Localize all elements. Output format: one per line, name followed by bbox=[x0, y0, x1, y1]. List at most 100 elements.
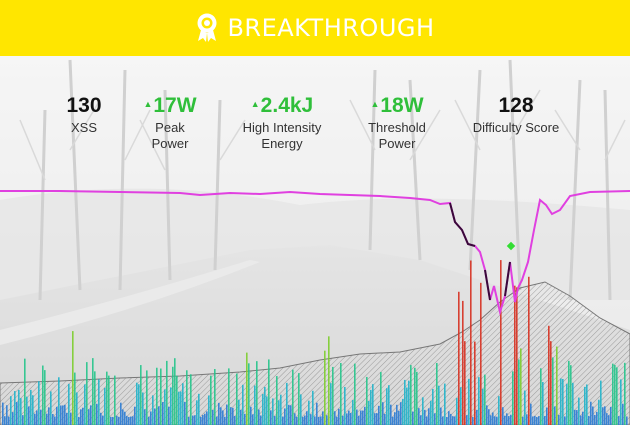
power-bar bbox=[368, 400, 370, 425]
power-bar bbox=[68, 383, 70, 425]
power-bar bbox=[446, 416, 448, 425]
power-bar bbox=[154, 408, 156, 425]
power-bar bbox=[414, 367, 416, 425]
power-bar bbox=[470, 260, 472, 425]
power-bar bbox=[408, 380, 410, 425]
power-bar bbox=[378, 405, 380, 425]
power-bar bbox=[330, 383, 332, 425]
power-bar bbox=[316, 402, 318, 425]
power-bar bbox=[290, 405, 292, 425]
power-bar bbox=[552, 357, 554, 425]
power-bar bbox=[210, 375, 212, 425]
power-bar bbox=[510, 414, 512, 425]
power-bar bbox=[166, 360, 168, 425]
stat-threshold-power-label: Threshold Power bbox=[368, 120, 426, 152]
breakthrough-banner: BREAKTHROUGH bbox=[0, 0, 630, 56]
power-bar bbox=[38, 381, 40, 425]
power-bar bbox=[108, 375, 110, 425]
power-bar bbox=[178, 391, 180, 425]
power-bar bbox=[136, 382, 138, 425]
power-bar bbox=[196, 400, 198, 425]
power-bar bbox=[416, 371, 418, 425]
power-bar bbox=[62, 405, 64, 425]
power-bar bbox=[48, 407, 50, 425]
power-bar bbox=[2, 402, 4, 425]
power-bar bbox=[172, 366, 174, 425]
power-bar bbox=[474, 341, 476, 425]
power-bar bbox=[332, 366, 334, 425]
power-bar bbox=[88, 409, 90, 425]
power-bar bbox=[560, 378, 562, 425]
power-bar bbox=[302, 416, 304, 425]
power-bar bbox=[336, 416, 338, 425]
power-bar bbox=[592, 406, 594, 425]
power-bar bbox=[356, 409, 358, 425]
power-bar bbox=[388, 385, 390, 425]
power-bar bbox=[420, 415, 422, 425]
power-bar bbox=[360, 410, 362, 425]
ribbon-badge-icon bbox=[197, 13, 217, 42]
power-bar bbox=[462, 300, 464, 425]
power-bar bbox=[584, 386, 586, 425]
power-bar bbox=[148, 416, 150, 425]
power-bar bbox=[112, 416, 114, 425]
power-bar bbox=[300, 394, 302, 425]
power-bar bbox=[376, 413, 378, 425]
power-bar bbox=[524, 390, 526, 425]
power-bar bbox=[264, 386, 266, 425]
stat-peak-power-value: ▲17W bbox=[143, 94, 197, 117]
power-bar bbox=[76, 392, 78, 425]
power-bar bbox=[558, 414, 560, 425]
power-bar bbox=[284, 408, 286, 425]
power-bar bbox=[26, 396, 28, 425]
power-bar bbox=[246, 352, 248, 425]
power-bar bbox=[216, 416, 218, 425]
power-bar bbox=[570, 365, 572, 425]
power-bar bbox=[194, 415, 196, 425]
power-bar bbox=[320, 416, 322, 425]
power-bar bbox=[222, 410, 224, 425]
power-bar bbox=[50, 391, 52, 425]
power-bar bbox=[366, 376, 368, 425]
power-bar bbox=[418, 408, 420, 425]
power-bar bbox=[56, 406, 58, 425]
power-bar bbox=[42, 365, 44, 425]
power-bar bbox=[298, 373, 300, 425]
power-bar bbox=[548, 325, 550, 425]
power-bar bbox=[182, 383, 184, 425]
power-bar bbox=[184, 401, 186, 425]
power-bar bbox=[308, 400, 310, 425]
power-bar bbox=[52, 413, 54, 425]
power-bar bbox=[104, 387, 106, 425]
stat-xss: 130 XSS bbox=[66, 95, 101, 136]
power-bar bbox=[288, 404, 290, 425]
power-bar bbox=[392, 416, 394, 425]
power-bar bbox=[156, 367, 158, 425]
power-bar bbox=[78, 416, 80, 425]
power-bar bbox=[82, 407, 84, 425]
power-bar bbox=[374, 413, 376, 425]
power-bar bbox=[6, 405, 8, 425]
power-bar bbox=[344, 386, 346, 425]
power-bar bbox=[116, 415, 118, 425]
power-bar bbox=[494, 416, 496, 425]
power-bar bbox=[444, 383, 446, 425]
power-bar bbox=[242, 384, 244, 425]
power-bar bbox=[322, 411, 324, 425]
power-bar bbox=[380, 372, 382, 425]
power-bar bbox=[536, 416, 538, 425]
power-bar bbox=[150, 411, 152, 425]
power-bar bbox=[534, 415, 536, 425]
power-bar bbox=[448, 411, 450, 425]
power-bar bbox=[364, 406, 366, 425]
power-bar bbox=[520, 348, 522, 425]
power-bar bbox=[480, 282, 482, 425]
stat-difficulty-score-value: 128 bbox=[498, 94, 534, 117]
power-bar bbox=[250, 406, 252, 425]
power-bar bbox=[532, 416, 534, 425]
power-bar bbox=[358, 415, 360, 425]
power-bar bbox=[600, 380, 602, 425]
power-bar bbox=[430, 400, 432, 425]
power-bar bbox=[426, 416, 428, 425]
power-bar bbox=[334, 411, 336, 425]
